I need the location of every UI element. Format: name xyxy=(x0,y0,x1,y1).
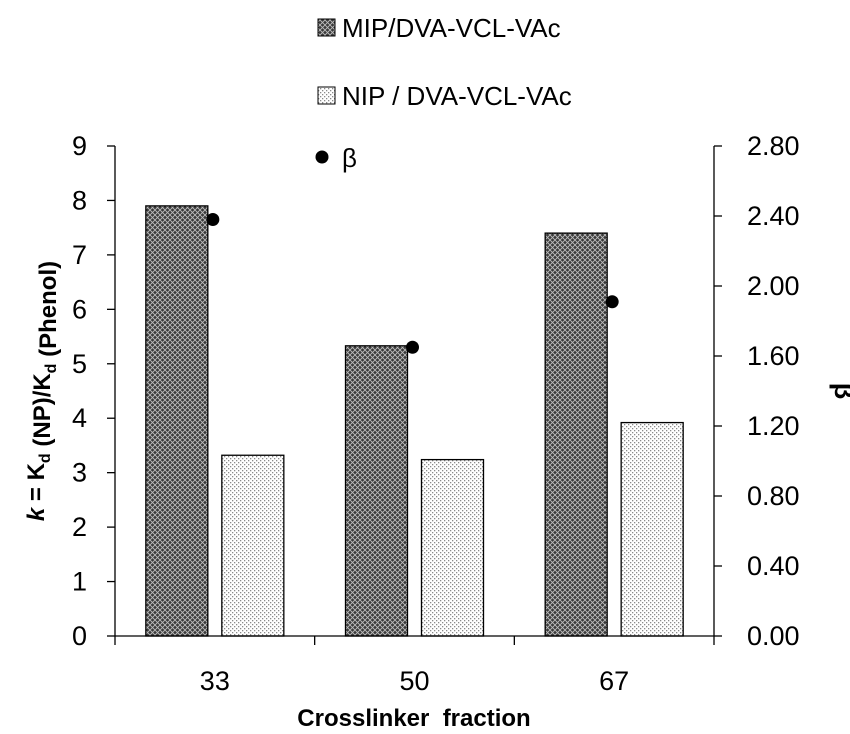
bar-mip-67 xyxy=(544,232,608,637)
right-tick-label: 0.00 xyxy=(747,621,800,651)
right-tick-label: 2.80 xyxy=(747,131,800,161)
beta-marker-50 xyxy=(406,340,419,354)
right-tick-label: 0.40 xyxy=(747,551,800,581)
legend-item-nip: NIP / DVA-VCL-VAc xyxy=(317,81,572,111)
right-axis-ticks: 0.00 0.40 0.80 1.20 1.60 2.00 2.40 2.80 xyxy=(714,131,800,651)
x-tick-label: 33 xyxy=(200,666,230,696)
x-tick-label: 50 xyxy=(399,666,429,696)
left-tick-label: 8 xyxy=(72,185,87,215)
left-tick-label: 4 xyxy=(72,403,87,433)
legend-label-mip: MIP/DVA-VCL-VAc xyxy=(342,13,561,43)
left-tick-label: 6 xyxy=(72,294,87,324)
right-tick-label: 1.60 xyxy=(747,341,800,371)
left-axis-ticks: 0 1 2 3 4 5 6 7 8 9 xyxy=(72,131,115,651)
bar-nip-50 xyxy=(420,458,485,637)
left-tick-label: 9 xyxy=(72,131,87,161)
y-axis-title-part: d xyxy=(37,453,54,463)
left-tick-label: 2 xyxy=(72,512,87,542)
y-axis-title-part: k xyxy=(23,506,50,521)
legend-item-beta: β xyxy=(315,143,357,173)
y-axis-title-part: d xyxy=(43,364,60,374)
y-axis-title-part: (NP)/K xyxy=(29,373,56,454)
axes xyxy=(114,146,715,637)
left-tick-label: 7 xyxy=(72,240,87,270)
right-tick-label: 0.80 xyxy=(747,481,800,511)
right-tick-label: 2.00 xyxy=(747,271,800,301)
y2-axis-title: β xyxy=(829,383,850,399)
left-tick-label: 1 xyxy=(72,567,87,597)
right-tick-label: 2.40 xyxy=(747,201,800,231)
bar-mip-33 xyxy=(145,205,209,637)
beta-marker-33 xyxy=(206,213,220,226)
left-tick-label: 0 xyxy=(72,621,87,651)
bar-mip-50 xyxy=(344,345,409,637)
legend-swatch-mip xyxy=(317,18,336,37)
beta-markers xyxy=(206,213,619,354)
right-tick-label: 1.20 xyxy=(747,411,800,441)
x-axis-ticks: 33 50 67 xyxy=(114,636,715,696)
legend-marker-beta xyxy=(315,150,329,164)
left-tick-label: 3 xyxy=(72,458,87,488)
bar-nip-67 xyxy=(620,421,684,637)
y-axis-title: k = Kd (NP)/Kd (Phenol) xyxy=(23,261,62,521)
legend-item-mip: MIP/DVA-VCL-VAc xyxy=(317,13,561,43)
beta-marker-67 xyxy=(605,295,619,309)
legend-label-nip: NIP / DVA-VCL-VAc xyxy=(342,81,572,111)
bar-nip-33 xyxy=(221,454,285,637)
x-axis-title: Crosslinker fraction xyxy=(297,705,530,732)
legend-label-beta: β xyxy=(342,143,357,173)
left-tick-label: 5 xyxy=(72,349,87,379)
y-axis-title-part: = K xyxy=(23,462,50,507)
y-axis-title-part: (Phenol) xyxy=(35,261,62,364)
bars xyxy=(145,205,684,637)
x-tick-label: 67 xyxy=(599,666,629,696)
legend-swatch-nip xyxy=(317,86,336,105)
legend: MIP/DVA-VCL-VAc NIP / DVA-VCL-VAc β xyxy=(315,13,572,173)
